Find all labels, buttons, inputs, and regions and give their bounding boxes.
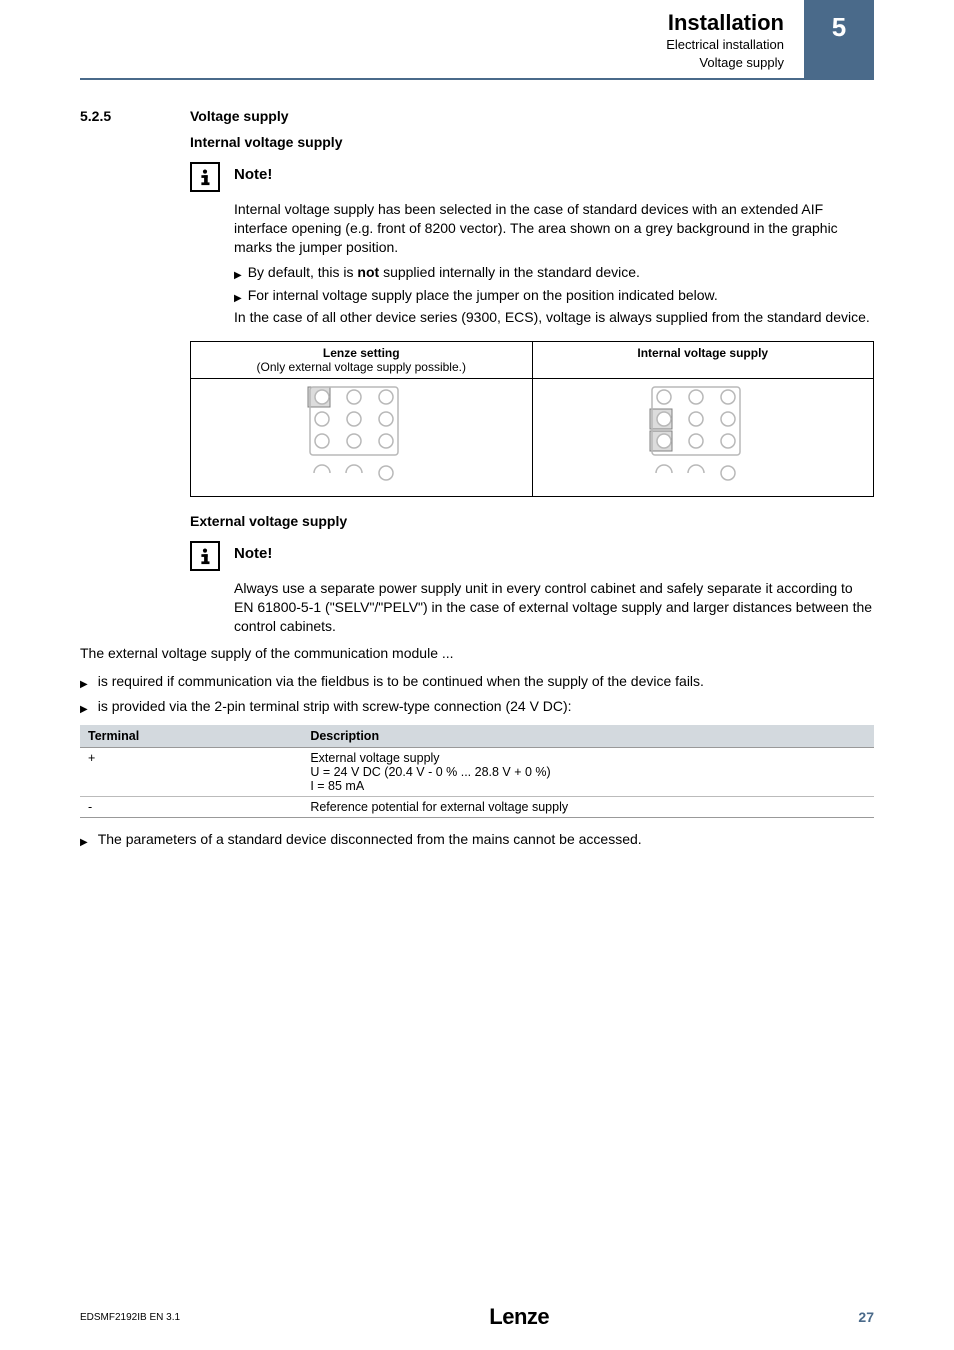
description-cell: External voltage supplyU = 24 V DC (20.4…: [302, 747, 874, 796]
note-block-external: Note!: [190, 541, 874, 571]
jumper-left-header: Lenze setting (Only external voltage sup…: [191, 342, 533, 379]
external-supply-heading: External voltage supply: [190, 513, 874, 529]
header-text-block: Installation Electrical installation Vol…: [80, 0, 804, 78]
terminal-cell: -: [80, 796, 302, 817]
external-note-text: Always use a separate power supply unit …: [234, 579, 874, 636]
footer-docid: EDSMF2192IB EN 3.1: [80, 1312, 180, 1323]
note-bullet-list: By default, this is not supplied interna…: [234, 263, 874, 305]
external-bullet-3-text: The parameters of a standard device disc…: [98, 830, 642, 850]
external-bullet-2: is provided via the 2-pin terminal strip…: [80, 697, 874, 717]
page-footer: EDSMF2192IB EN 3.1 Lenze 27: [80, 1304, 874, 1330]
header-sub2: Voltage supply: [80, 54, 784, 72]
external-bullet-1: is required if communication via the fie…: [80, 672, 874, 692]
b1a: By default, this is: [248, 264, 358, 280]
jumper-right-header: Internal voltage supply: [532, 342, 874, 379]
terminal-table: Terminal Description +External voltage s…: [80, 725, 874, 818]
external-bullet-2-text: is provided via the 2-pin terminal strip…: [98, 697, 572, 717]
external-bullet-1-text: is required if communication via the fie…: [98, 672, 704, 692]
triangle-bullet-icon: [80, 697, 88, 717]
table-row: +External voltage supplyU = 24 V DC (20.…: [80, 747, 874, 796]
triangle-bullet-icon: [80, 830, 88, 850]
jumper-right-title: Internal voltage supply: [637, 346, 768, 360]
chapter-number-badge: 5: [804, 0, 874, 78]
jumper-settings-table: Lenze setting (Only external voltage sup…: [190, 341, 874, 497]
info-icon: [190, 541, 220, 571]
info-icon: [190, 162, 220, 192]
b1b: supplied internally in the standard devi…: [379, 264, 640, 280]
section-heading-row: 5.2.5 Voltage supply: [80, 108, 874, 124]
note-paragraph-2: In the case of all other device series (…: [234, 308, 874, 327]
external-bullet-3: The parameters of a standard device disc…: [80, 830, 874, 850]
jumper-left-title: Lenze setting: [323, 346, 400, 360]
internal-supply-heading: Internal voltage supply: [190, 134, 874, 150]
note-label: Note!: [234, 541, 272, 571]
jumper-left-diagram-cell: [191, 379, 533, 497]
footer-brand: Lenze: [489, 1304, 549, 1330]
note-block-internal: Note!: [190, 162, 874, 192]
description-cell: Reference potential for external voltage…: [302, 796, 874, 817]
term-col-description: Description: [302, 725, 874, 748]
jumper-right-diagram-cell: [532, 379, 874, 497]
section-title: Voltage supply: [190, 108, 289, 124]
triangle-bullet-icon: [234, 286, 242, 305]
header-title: Installation: [80, 10, 784, 36]
note-bullet-1-text: By default, this is not supplied interna…: [248, 263, 640, 282]
page-header: Installation Electrical installation Vol…: [80, 0, 874, 80]
note-bullet-2-text: For internal voltage supply place the ju…: [248, 286, 718, 305]
section-number: 5.2.5: [80, 108, 190, 124]
table-row: -Reference potential for external voltag…: [80, 796, 874, 817]
note-paragraph-1: Internal voltage supply has been selecte…: [234, 200, 874, 257]
note-label: Note!: [234, 162, 272, 192]
term-col-terminal: Terminal: [80, 725, 302, 748]
jumper-left-diagram: [296, 383, 426, 492]
note-bullet-2: For internal voltage supply place the ju…: [234, 286, 874, 305]
external-intro: The external voltage supply of the commu…: [80, 644, 874, 664]
header-sub1: Electrical installation: [80, 36, 784, 54]
note-bullet-1: By default, this is not supplied interna…: [234, 263, 874, 282]
footer-page-number: 27: [858, 1309, 874, 1325]
external-bullet-list-2: The parameters of a standard device disc…: [80, 830, 874, 850]
external-bullet-list: is required if communication via the fie…: [80, 672, 874, 717]
b1-not: not: [357, 264, 379, 280]
terminal-cell: +: [80, 747, 302, 796]
jumper-left-sub: (Only external voltage supply possible.): [257, 360, 466, 374]
triangle-bullet-icon: [234, 263, 242, 282]
triangle-bullet-icon: [80, 672, 88, 692]
jumper-right-diagram: [638, 383, 768, 492]
